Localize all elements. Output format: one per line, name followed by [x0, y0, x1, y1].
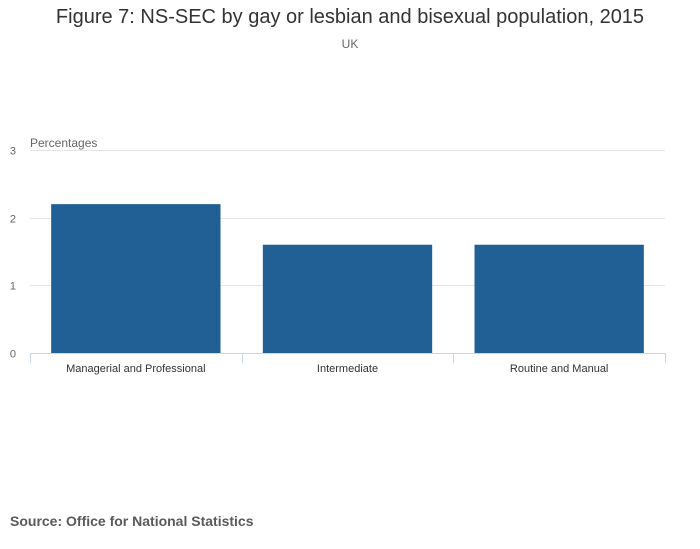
y-tick-label: 0	[10, 349, 16, 361]
y-tick-label: 1	[10, 281, 16, 293]
y-tick-label: 3	[10, 146, 16, 158]
x-tick-label: Routine and Manual	[510, 363, 608, 375]
x-tick-label: Managerial and Professional	[66, 363, 205, 375]
bar	[474, 244, 644, 353]
y-axis-label: Percentages	[30, 136, 97, 150]
x-tick-label: Intermediate	[317, 363, 378, 375]
bar	[262, 244, 433, 353]
y-tick-label: 2	[10, 214, 16, 226]
source-note: Source: Office for National Statistics	[10, 513, 254, 529]
chart-title: Figure 7: NS-SEC by gay or lesbian and b…	[55, 6, 645, 28]
chart-subtitle: UK	[341, 37, 359, 51]
bar	[51, 204, 221, 353]
